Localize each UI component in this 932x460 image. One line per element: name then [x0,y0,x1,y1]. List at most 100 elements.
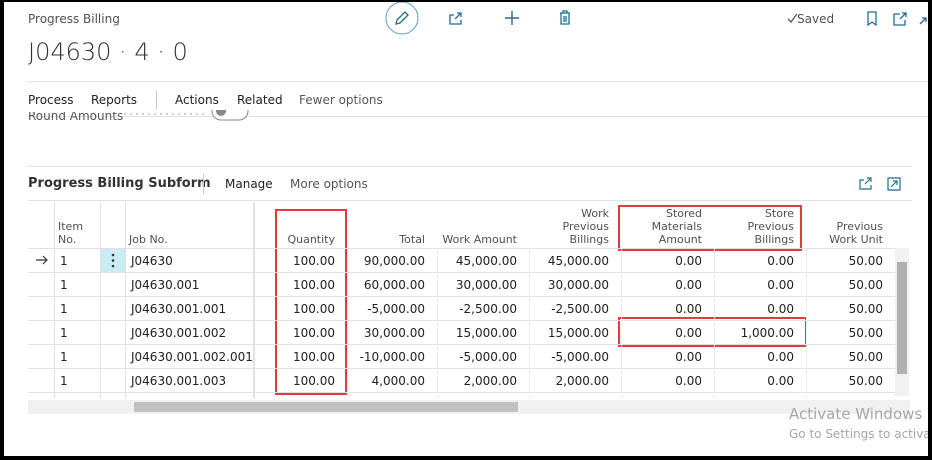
cell[interactable]: 50.00 [848,350,883,364]
col-divider [714,248,715,398]
popout-button[interactable] [893,12,907,26]
cell[interactable]: 45,000.00 [455,254,517,268]
cell[interactable]: 2,000.00 [555,374,609,388]
cell[interactable]: 50.00 [848,302,883,316]
cell[interactable]: J04630.001 [131,278,200,292]
cell[interactable]: -2,500.00 [551,302,609,316]
cell[interactable]: -5,000.00 [367,302,425,316]
cell[interactable]: 15,000.00 [547,326,609,340]
menu-item[interactable]: Reports [91,93,138,107]
cell[interactable]: 30,000.00 [547,278,609,292]
menu-item[interactable]: Actions [175,93,219,107]
column-header[interactable]: Item No. [58,220,84,246]
breadcrumb: Progress Billing [28,12,120,26]
column-header[interactable]: Stored Materials Amount [651,207,702,246]
cell[interactable]: -5,000.00 [459,350,517,364]
row-menu[interactable] [101,249,125,272]
share-button[interactable] [449,12,462,25]
row-line [28,248,895,249]
cell[interactable]: 100.00 [293,350,335,364]
cell[interactable]: 50.00 [848,254,883,268]
cell[interactable]: 0.00 [767,350,794,364]
cell[interactable]: 90,000.00 [363,254,425,268]
cell[interactable]: 100.00 [293,326,335,340]
column-header[interactable]: Quantity [287,233,335,246]
subform-icons [859,177,901,191]
cell[interactable]: 0.00 [767,254,794,268]
subform-expand[interactable] [887,177,901,191]
col-divider [100,202,101,398]
col-divider [54,202,55,398]
menu-item[interactable]: Related [237,93,283,107]
menu-item[interactable]: Fewer options [299,93,383,107]
cell[interactable]: 60,000.00 [363,278,425,292]
edit-button[interactable] [385,2,419,35]
cell[interactable]: 50.00 [848,326,883,340]
cell[interactable]: 0.00 [675,374,702,388]
cell[interactable]: 0.00 [767,278,794,292]
cell[interactable]: 30,000.00 [455,278,517,292]
cell[interactable]: J04630.001.002.001 [131,350,253,364]
cell[interactable]: J04630 [131,254,173,268]
page-title: J04630 · 4 · 0 [28,38,188,66]
cell[interactable]: 0.00 [675,350,702,364]
cell[interactable]: 45,000.00 [547,254,609,268]
delete-button[interactable] [560,10,570,25]
subform-share[interactable] [859,177,872,190]
v-scrollbar[interactable] [895,248,909,396]
cell[interactable]: 0.00 [675,278,702,292]
cell[interactable]: -10,000.00 [359,350,425,364]
col-divider [529,248,530,398]
field-label: Round Amounts [28,112,124,122]
new-button[interactable] [505,11,519,25]
col-divider [125,202,126,398]
col-divider [253,202,255,398]
cell[interactable]: 0.00 [767,374,794,388]
cell[interactable]: 1 [60,254,68,268]
cell[interactable]: 0.00 [675,326,702,340]
cell[interactable]: 50.00 [848,278,883,292]
cell[interactable]: J04630.001.001 [131,302,227,316]
highlight-box [275,209,347,395]
cell[interactable]: 30,000.00 [363,326,425,340]
cell[interactable]: 4,000.00 [371,374,425,388]
row-line [28,368,895,369]
field-toggle[interactable] [114,110,254,122]
cell[interactable]: 2,000.00 [463,374,517,388]
cell[interactable]: 1 [60,350,68,364]
cell[interactable]: 0.00 [675,302,702,316]
column-header[interactable]: Previous Work Unit [829,220,883,246]
cell[interactable]: J04630.001.003 [131,374,227,388]
h-scrollbar[interactable] [28,400,910,414]
highlight-box [618,205,802,251]
cell[interactable]: 1,000.00 [740,326,794,340]
cell[interactable]: 1 [60,278,68,292]
cell[interactable]: 100.00 [293,254,335,268]
cell[interactable]: 100.00 [293,374,335,388]
cell[interactable]: 15,000.00 [455,326,517,340]
column-header[interactable]: Store Previous Billings [747,207,795,246]
bookmark-button[interactable] [867,11,877,27]
subform-action[interactable]: Manage [225,177,273,191]
collapse-button[interactable] [919,12,932,25]
row-line [28,272,895,273]
cell[interactable]: -2,500.00 [459,302,517,316]
column-header[interactable]: Job No. [129,233,168,246]
cell[interactable]: 100.00 [293,302,335,316]
cell[interactable]: 0.00 [767,302,794,316]
cell[interactable]: 0.00 [675,254,702,268]
cell[interactable]: 1 [60,326,68,340]
menu-divider [156,90,157,110]
column-header[interactable]: Total [399,233,425,246]
cell[interactable]: -5,000.00 [551,350,609,364]
column-header[interactable]: Work Previous Billings [562,207,610,246]
subform-title: Progress Billing Subform [28,176,211,191]
cell[interactable]: 1 [60,302,68,316]
cell[interactable]: 1 [60,374,68,388]
cell[interactable]: J04630.001.002 [131,326,227,340]
cell[interactable]: 100.00 [293,278,335,292]
subform-action[interactable]: More options [290,177,368,191]
menu-item[interactable]: Process [28,93,74,107]
column-header[interactable]: Work Amount [442,233,517,246]
cell[interactable]: 50.00 [848,374,883,388]
